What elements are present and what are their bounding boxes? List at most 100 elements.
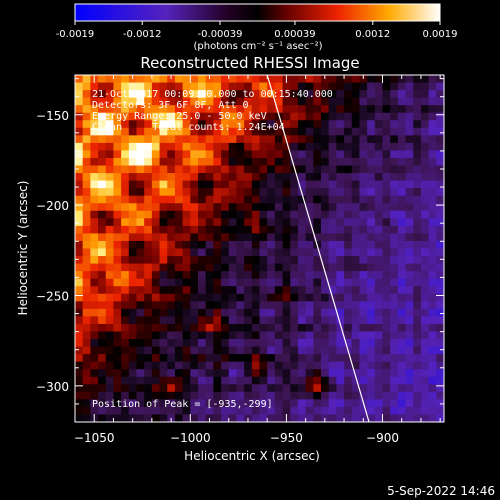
heatmap-cell [190,256,199,265]
heatmap-cell [198,263,207,272]
heatmap-cell [128,240,138,250]
heatmap-cell [236,225,245,235]
heatmap-cell [321,369,330,378]
heatmap-cell [221,263,230,272]
heatmap-cell [236,406,245,416]
heatmap-cell [336,157,345,167]
heatmap-cell [136,256,145,265]
heatmap-cell [405,240,414,250]
heatmap-cell [321,150,330,159]
heatmap-cell [190,105,199,114]
heatmap-cell [405,293,414,302]
heatmap-cell [128,399,138,408]
heatmap-cell [205,165,214,174]
heatmap-cell [290,210,299,219]
heatmap-cell [90,369,99,378]
heatmap-cell [198,399,207,408]
heatmap-cell [221,361,230,370]
heatmap-cell [105,248,115,257]
x-axis: −1050 −1000 −950 −900 [74,75,441,445]
y-tick-label: −200 [36,199,69,213]
heatmap-cell [328,369,337,378]
heatmap-cell [205,82,214,91]
heatmap-cell [221,150,230,159]
heatmap-cell [167,286,176,295]
heatmap-cell [297,233,307,242]
heatmap-cell [344,361,353,370]
heatmap-cell [374,414,384,422]
heatmap-cell [236,112,245,121]
heatmap-cell [151,142,161,152]
heatmap-cell [144,286,153,295]
heatmap-cell [274,391,284,400]
heatmap-cell [313,316,322,325]
heatmap-cell [374,210,384,219]
heatmap-cell [182,361,191,370]
heatmap-cell [382,293,391,302]
heatmap-cell [198,150,207,159]
heatmap-cell [390,120,399,129]
heatmap-cell [182,331,191,340]
heatmap-cell [305,384,314,393]
heatmap-cell [174,157,184,167]
heatmap-cell [121,135,130,144]
heatmap-cell [282,286,291,295]
heatmap-cell [75,256,84,265]
heatmap-cell [198,301,207,310]
heatmap-cell [121,75,130,84]
heatmap-cell [267,120,276,129]
heatmap-cell [420,286,430,295]
heatmap-cell [374,112,384,121]
heatmap-cell [428,127,437,136]
heatmap-cell [228,316,238,325]
heatmap-cell [213,203,222,212]
heatmap-cell [328,225,337,235]
heatmap-cell [105,263,115,272]
heatmap-cell [113,308,122,317]
heatmap-cell [282,180,291,189]
heatmap-cell [321,263,330,272]
heatmap-cell [75,157,84,167]
heatmap-cell [336,346,345,355]
heatmap-cell [367,90,376,99]
heatmap-cell [151,369,161,378]
heatmap-cell [213,406,222,416]
heatmap-cell [121,233,130,242]
heatmap-cell [221,195,230,204]
heatmap-cell [213,165,222,174]
heatmap-cell [390,150,399,159]
heatmap-cell [428,406,437,416]
heatmap-cell [397,316,407,325]
heatmap-cell [190,376,199,385]
heatmap-cell [336,256,345,265]
heatmap-cell [205,135,214,144]
heatmap-cell [267,97,276,106]
heatmap-cell [267,195,276,204]
heatmap-cell [159,384,168,393]
heatmap-cell [305,188,314,197]
heatmap-cell [413,406,422,416]
heatmap-cell [213,75,222,84]
heatmap-cell [182,301,191,310]
heatmap-cell [113,157,122,167]
heatmap-cell [405,203,414,212]
heatmap-cell [244,90,253,99]
heatmap-cell [190,369,199,378]
heatmap-cell [274,339,284,348]
heatmap-cell [113,316,122,325]
heatmap-cell [351,271,361,280]
heatmap-cell [267,135,276,144]
heatmap-cell [297,97,307,106]
heatmap-cell [259,203,268,212]
heatmap-cell [290,414,299,422]
heatmap-cell [351,120,361,129]
colorbar-tick-label: -0.0012 [123,29,162,40]
heatmap-cell [436,135,444,144]
heatmap-cell [228,301,238,310]
heatmap-cell [228,391,238,400]
heatmap-cell [420,157,430,167]
heatmap-cell [344,112,353,121]
heatmap-cell [313,399,322,408]
heatmap-cell [297,173,307,182]
heatmap-cell [198,391,207,400]
